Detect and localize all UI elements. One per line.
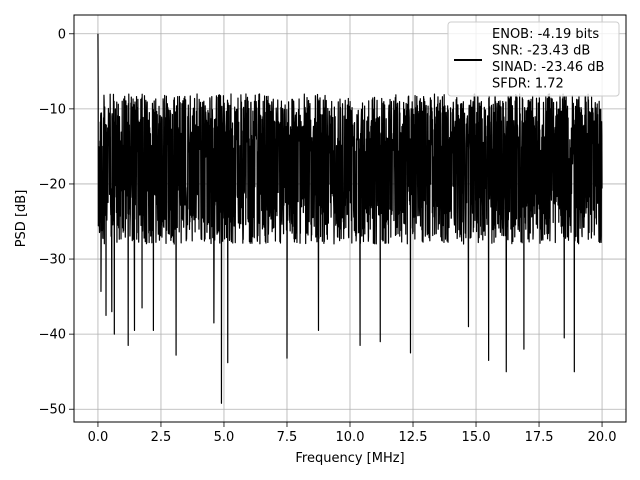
legend-entry-sfdr: SFDR: 1.72 xyxy=(492,77,564,92)
x-axis-ticks: 0.0 2.5 5.0 7.5 10.0 12.5 15.0 17.5 20.0 xyxy=(88,422,617,445)
y-tick-label: −10 xyxy=(39,102,66,117)
y-tick-label: −20 xyxy=(39,177,66,192)
x-tick-label: 0.0 xyxy=(88,430,109,445)
x-tick-label: 15.0 xyxy=(462,430,491,445)
psd-series-line xyxy=(97,33,603,404)
legend-box xyxy=(447,21,620,97)
y-axis-ticks: 0 −10 −20 −30 −40 −50 xyxy=(39,27,74,418)
x-tick-label: 2.5 xyxy=(151,430,172,445)
x-tick-label: 5.0 xyxy=(214,430,235,445)
legend: ENOB: -4.19 bits SNR: -23.43 dB SINAD: -… xyxy=(447,21,620,97)
y-tick-label: −30 xyxy=(39,253,66,268)
x-tick-label: 17.5 xyxy=(525,430,554,445)
x-tick-label: 7.5 xyxy=(277,430,298,445)
legend-entry-snr: SNR: -23.43 dB xyxy=(492,44,590,59)
x-tick-label: 12.5 xyxy=(399,430,428,445)
x-tick-label: 10.0 xyxy=(336,430,365,445)
series-layer xyxy=(97,33,603,404)
y-tick-label: −40 xyxy=(39,328,66,343)
x-tick-label: 20.0 xyxy=(588,430,617,445)
legend-entry-sinad: SINAD: -23.46 dB xyxy=(492,60,604,75)
y-tick-label: 0 xyxy=(58,27,66,42)
x-axis-label: Frequency [MHz] xyxy=(295,451,404,466)
y-axis-label: PSD [dB] xyxy=(14,190,29,248)
y-tick-label: −50 xyxy=(39,403,66,418)
legend-entry-enob: ENOB: -4.19 bits xyxy=(492,27,599,42)
